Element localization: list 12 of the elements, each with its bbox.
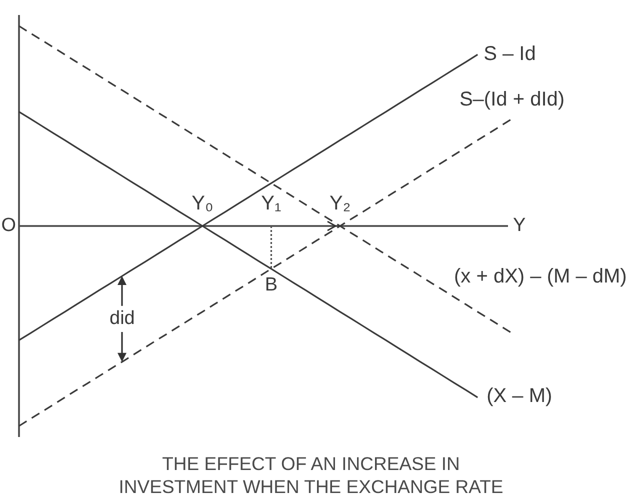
text: THE EFFECT OF AN INCREASE IN INVESTMENT WHEN THE EXCHANGE RATE (118, 452, 504, 498)
x-tick-label: Y₁ (261, 192, 282, 215)
series-label: S–(Id + dId) (459, 88, 565, 110)
text: O (1, 215, 16, 236)
x-axis-title: Y (513, 215, 526, 236)
series-label: (X – M) (486, 384, 552, 407)
x-tick-label: Y₀ (192, 192, 214, 215)
series-label: (x + dX) – (M – dM) (454, 266, 627, 288)
annotation: B (264, 274, 278, 296)
annotation: did (110, 308, 135, 330)
x-tick-label: Y₂ (329, 192, 351, 215)
series-label: S – Id (484, 43, 536, 66)
